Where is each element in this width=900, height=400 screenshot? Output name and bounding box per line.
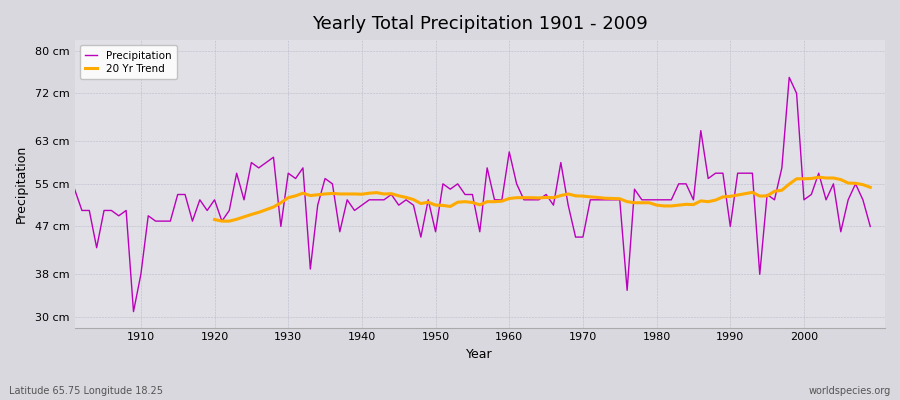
20 Yr Trend [305,193,316,198]
Precipitation [511,182,522,186]
Precipitation [136,272,147,277]
Precipitation [599,198,610,202]
Text: Latitude 65.75 Longitude 18.25: Latitude 65.75 Longitude 18.25 [9,386,163,396]
20 Yr Trend [761,194,772,198]
Precipitation [784,75,795,80]
20 Yr Trend [209,217,220,222]
Line: 20 Yr Trend: 20 Yr Trend [214,177,870,221]
20 Yr Trend [217,219,228,224]
Legend: Precipitation, 20 Yr Trend: Precipitation, 20 Yr Trend [80,45,176,79]
20 Yr Trend [416,201,427,206]
Precipitation [69,187,80,192]
Text: worldspecies.org: worldspecies.org [809,386,891,396]
20 Yr Trend [850,181,861,186]
20 Yr Trend [814,175,824,180]
20 Yr Trend [673,203,684,208]
20 Yr Trend [865,185,876,190]
Precipitation [298,166,309,170]
X-axis label: Year: Year [466,348,493,361]
Line: Precipitation: Precipitation [75,77,870,312]
Precipitation [342,198,353,202]
Title: Yearly Total Precipitation 1901 - 2009: Yearly Total Precipitation 1901 - 2009 [312,15,648,33]
Precipitation [865,224,876,229]
20 Yr Trend [777,188,788,193]
Precipitation [128,309,139,314]
Y-axis label: Precipitation: Precipitation [15,145,28,223]
Precipitation [504,150,515,154]
